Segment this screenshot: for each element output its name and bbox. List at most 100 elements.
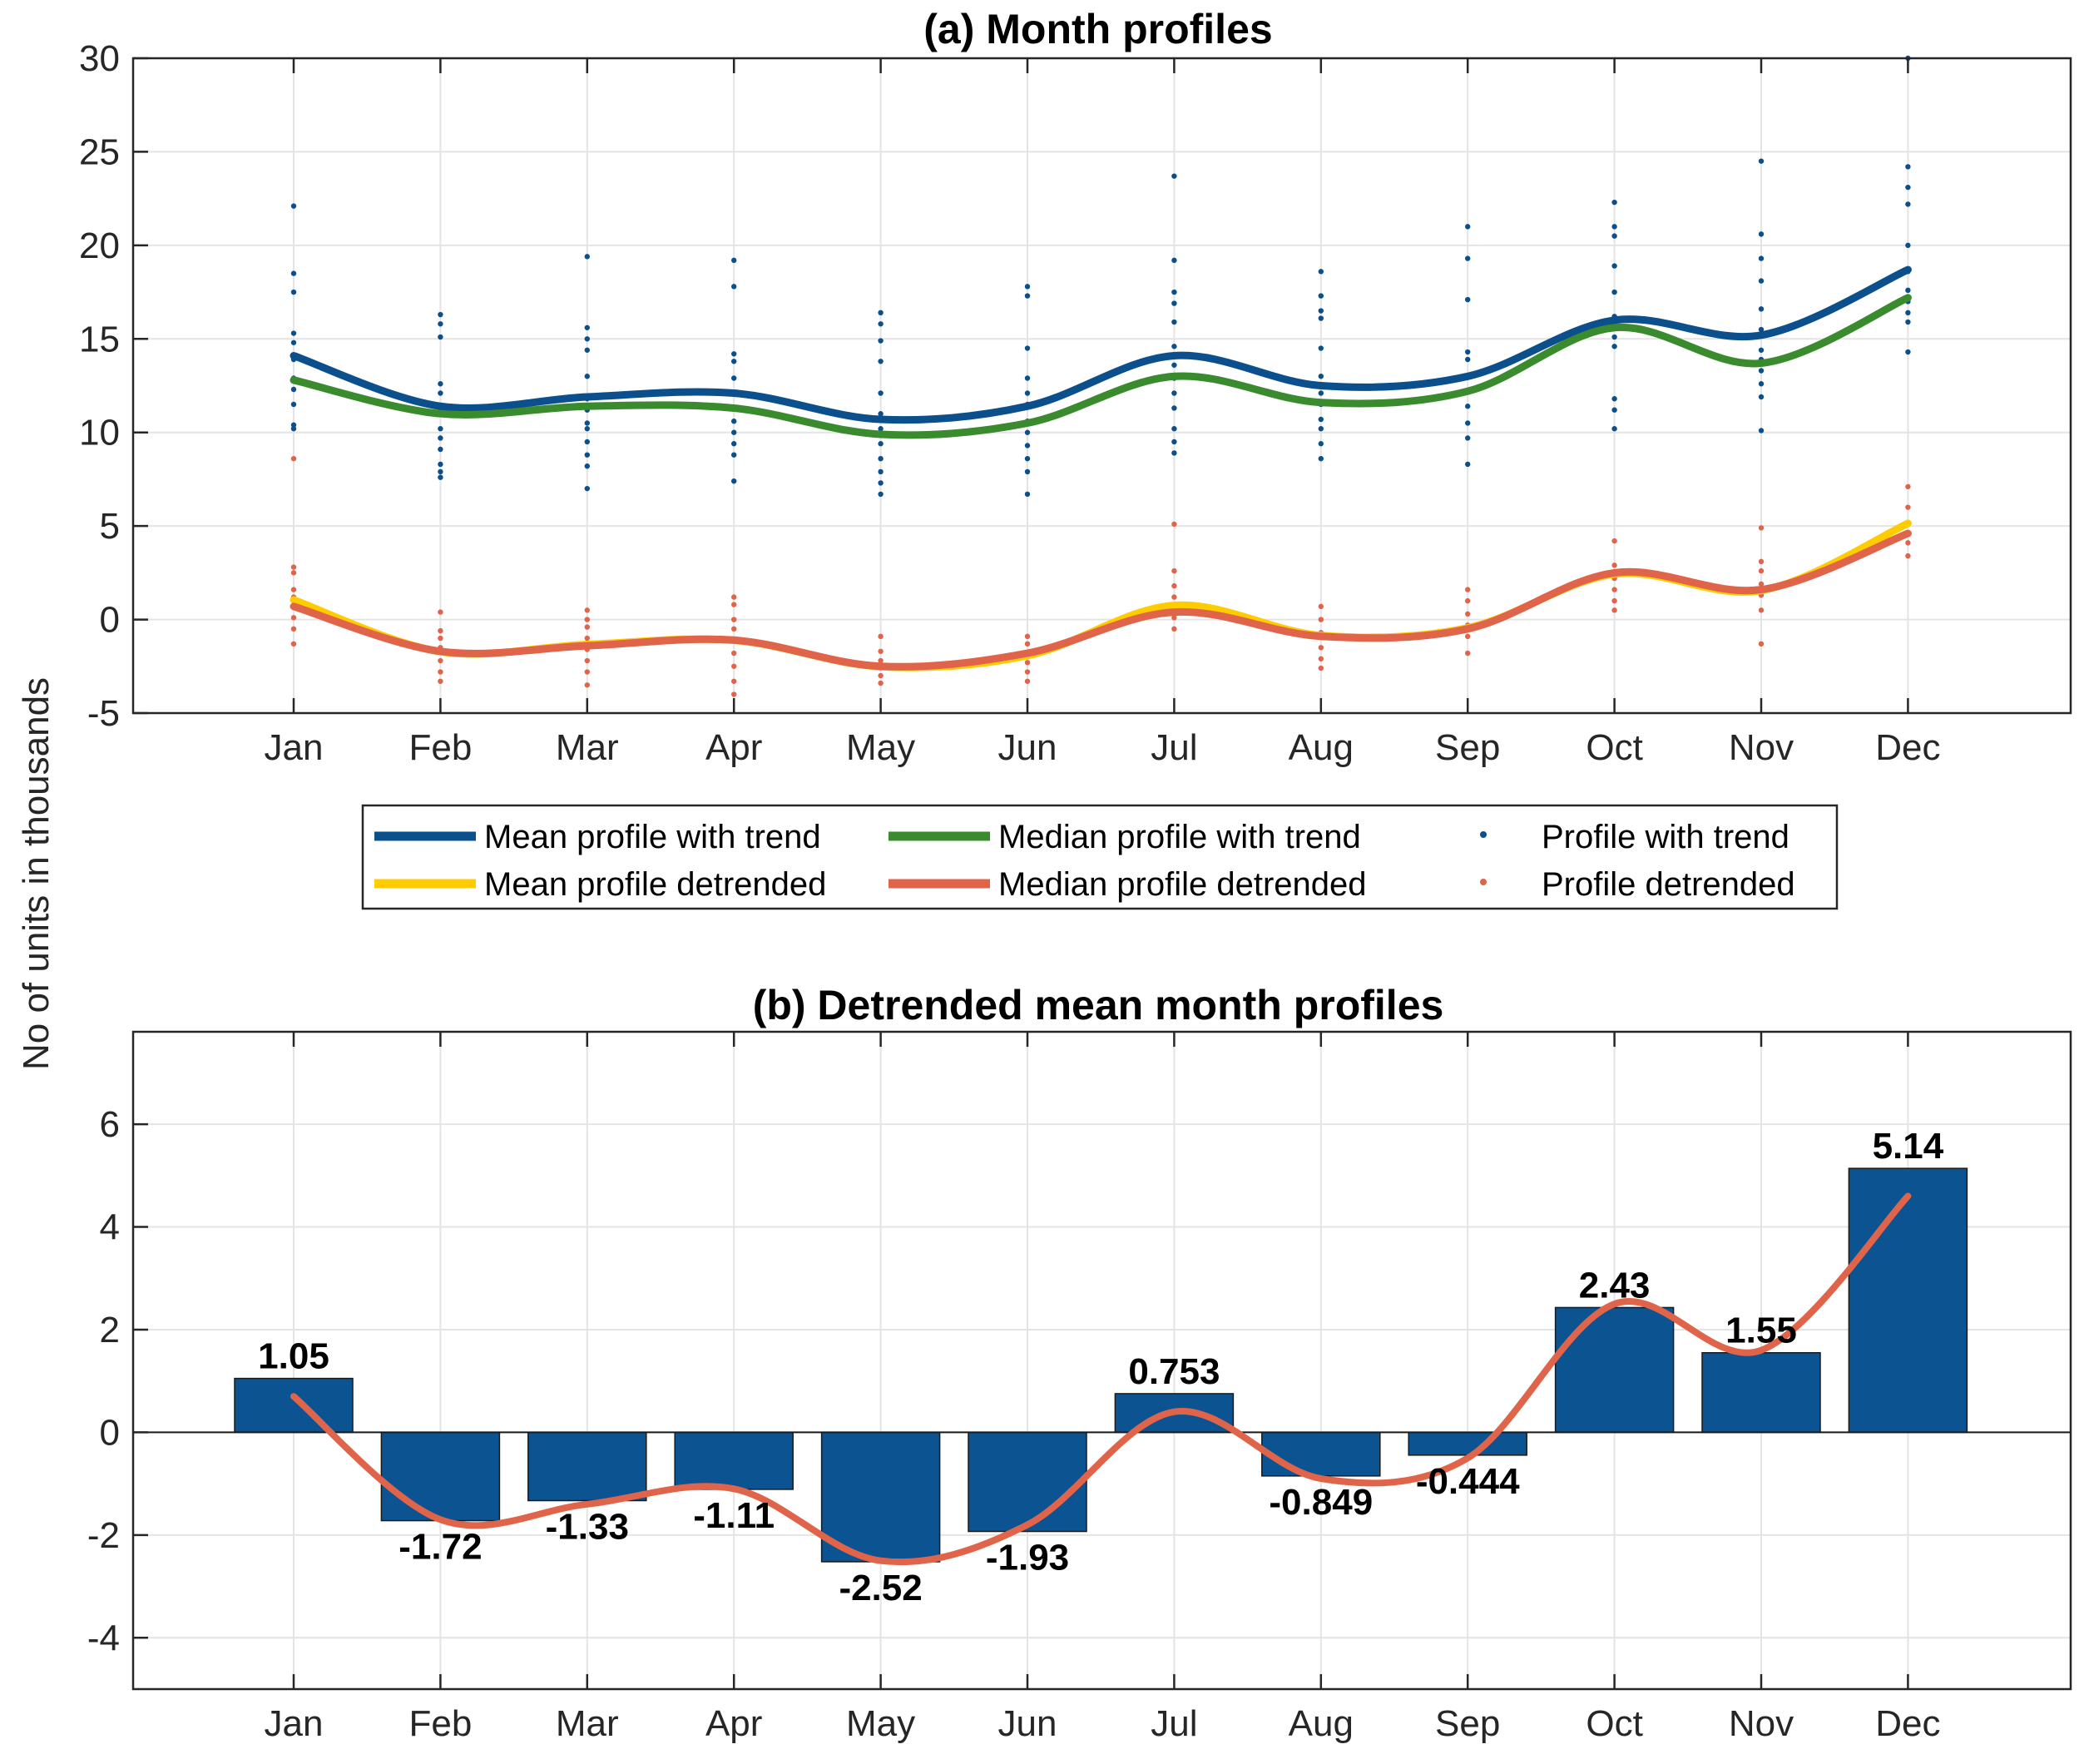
legend[interactable]: Mean profile with trend Median profile w…: [361, 804, 1839, 910]
data-label-sep: -0.444: [1416, 1461, 1520, 1502]
point-profile-with-trend: [1318, 269, 1324, 275]
legend-label-profile-detrended: Profile detrended: [1542, 866, 1795, 903]
panel-b-xtick-label: Dec: [1875, 1703, 1940, 1744]
legend-label-mean-detrended: Mean profile detrended: [484, 866, 826, 903]
panel-b-xtick-label: Jun: [998, 1703, 1057, 1744]
point-profile-detrended: [731, 691, 737, 697]
point-profile-detrended: [1758, 641, 1765, 647]
point-profile-with-trend: [1024, 390, 1031, 396]
point-profile-detrended: [584, 669, 590, 675]
point-profile-detrended: [1758, 567, 1765, 574]
point-profile-detrended: [1024, 669, 1031, 675]
point-profile-detrended: [731, 663, 737, 669]
panel-a-ytick-label: 30: [79, 38, 120, 79]
point-profile-detrended: [1905, 483, 1911, 490]
bar-apr: [674, 1431, 794, 1490]
point-profile-with-trend: [1171, 173, 1177, 179]
point-profile-detrended: [1611, 597, 1617, 604]
point-profile-with-trend: [438, 321, 443, 327]
panel-a-lines: [290, 265, 1912, 671]
bar-aug: [1261, 1431, 1381, 1477]
point-profile-detrended: [1905, 540, 1911, 546]
point-profile-with-trend: [731, 441, 737, 447]
point-profile-with-trend: [290, 386, 297, 393]
point-profile-detrended: [290, 570, 297, 576]
point-profile-with-trend: [1318, 315, 1324, 321]
point-profile-with-trend: [1318, 308, 1324, 314]
point-profile-with-trend: [290, 339, 297, 345]
panel-a-xtick-label: Nov: [1729, 727, 1794, 768]
point-profile-with-trend: [731, 351, 737, 357]
point-profile-with-trend: [878, 441, 884, 447]
bar-may: [820, 1431, 941, 1563]
panel-a-ytick-label: 15: [79, 319, 120, 359]
bar-dec: [1848, 1167, 1968, 1434]
point-profile-with-trend: [290, 401, 297, 408]
point-profile-with-trend: [1024, 345, 1031, 351]
point-profile-with-trend: [1318, 455, 1324, 462]
legend-marker-profile-detrended: [1480, 879, 1487, 885]
point-profile-with-trend: [1171, 405, 1177, 411]
point-profile-with-trend: [1171, 319, 1177, 325]
point-profile-detrended: [438, 609, 443, 615]
point-profile-with-trend: [878, 426, 884, 432]
point-profile-with-trend: [1465, 356, 1471, 363]
point-profile-detrended: [878, 657, 884, 664]
point-profile-with-trend: [878, 338, 884, 344]
point-profile-with-trend: [878, 321, 884, 327]
point-profile-with-trend: [1611, 199, 1617, 206]
point-profile-with-trend: [438, 390, 443, 396]
point-profile-detrended: [1611, 562, 1617, 568]
point-profile-detrended: [878, 648, 884, 654]
point-profile-with-trend: [1905, 310, 1911, 316]
point-profile-with-trend: [731, 452, 737, 458]
panel-b-ytick-label: -2: [87, 1515, 120, 1556]
y-axis-label: No of units in thousands: [16, 677, 57, 1070]
point-profile-with-trend: [1758, 368, 1765, 374]
point-profile-with-trend: [1024, 443, 1031, 448]
panel-b-y-ticks: -4 -2 0 2 4 6: [87, 1104, 148, 1658]
point-profile-detrended: [438, 669, 443, 675]
point-profile-detrended: [1318, 656, 1324, 662]
bar-mar: [527, 1431, 647, 1502]
legend-label-median-trend: Median profile with trend: [998, 819, 1361, 855]
data-label-jan: 1.05: [258, 1336, 329, 1377]
point-profile-detrended: [731, 678, 737, 684]
point-profile-with-trend: [1318, 374, 1324, 379]
point-profile-detrended: [1171, 521, 1177, 528]
point-profile-detrended: [584, 617, 590, 622]
point-profile-detrended: [438, 627, 443, 634]
point-profile-with-trend: [1171, 257, 1177, 264]
point-profile-detrended: [438, 657, 443, 664]
point-profile-detrended: [1171, 615, 1177, 621]
point-profile-with-trend: [290, 426, 297, 432]
point-profile-detrended: [1758, 525, 1765, 531]
point-profile-detrended: [878, 672, 884, 679]
point-profile-with-trend: [1905, 319, 1911, 325]
legend-label-profile-trend: Profile with trend: [1542, 819, 1789, 855]
point-profile-with-trend: [1758, 306, 1765, 312]
panel-a-xtick-label: May: [846, 727, 915, 768]
point-profile-with-trend: [1758, 231, 1765, 237]
data-label-may: -2.52: [839, 1568, 922, 1608]
point-profile-with-trend: [584, 254, 590, 260]
point-profile-detrended: [290, 564, 297, 570]
point-profile-with-trend: [438, 461, 443, 468]
point-profile-with-trend: [1024, 455, 1031, 462]
point-profile-detrended: [1318, 603, 1324, 610]
point-profile-with-trend: [290, 289, 297, 295]
panel-b-xtick-label: Jan: [265, 1703, 324, 1744]
point-profile-with-trend: [1611, 263, 1617, 269]
panel-b-x-ticks: Jan Feb Mar Apr May Jun Jul Aug Sep Oct Nov Dec: [265, 1032, 1941, 1744]
panel-b-xtick-label: Sep: [1435, 1703, 1500, 1744]
point-profile-with-trend: [1171, 426, 1177, 432]
point-profile-with-trend: [1318, 345, 1324, 351]
panel-a-ytick-label: 10: [79, 413, 120, 453]
panel-a-ytick-label: 25: [79, 131, 120, 172]
point-profile-with-trend: [1465, 349, 1471, 355]
point-profile-detrended: [878, 680, 884, 686]
point-profile-detrended: [731, 626, 737, 632]
point-profile-with-trend: [878, 480, 884, 486]
data-label-apr: -1.11: [693, 1495, 775, 1536]
